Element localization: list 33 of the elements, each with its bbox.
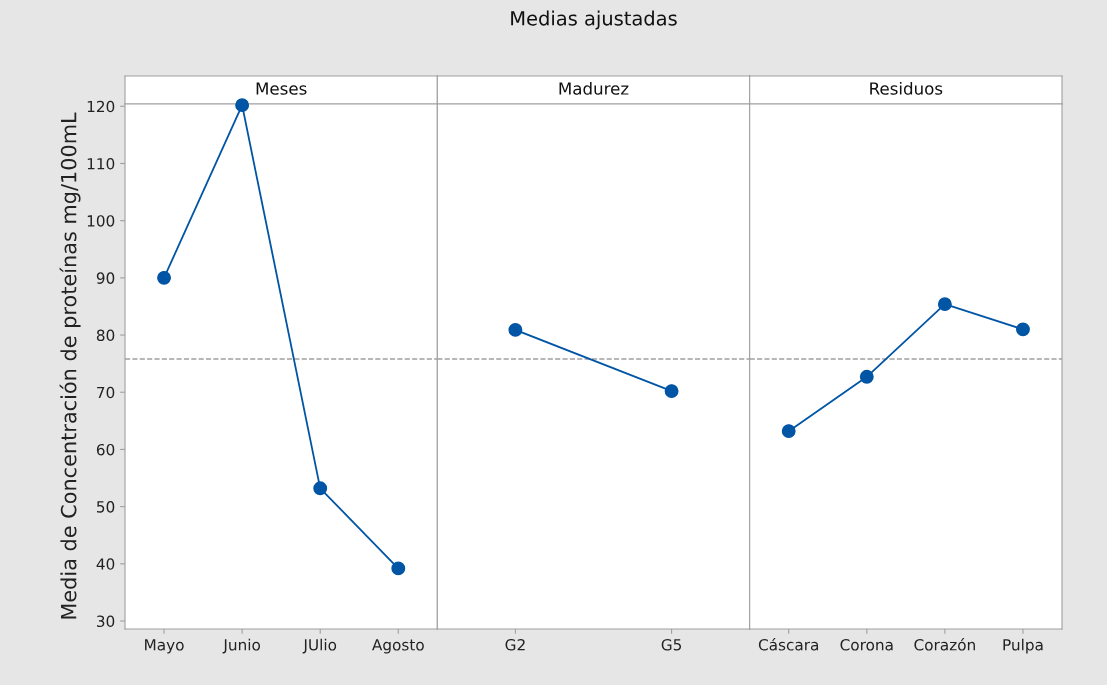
y-tick-label: 120	[87, 100, 115, 113]
point	[157, 270, 171, 285]
chart-subtitle: Residuos	[870, 81, 943, 95]
x-tick-label: Corona	[840, 638, 893, 651]
point	[781, 424, 796, 439]
y-tick-label: 80	[96, 329, 115, 342]
x-tick-label: Junio	[222, 638, 261, 654]
point	[235, 98, 250, 113]
y-tick-label: 30	[97, 615, 115, 628]
chart-title: Medias ajustadas	[511, 10, 677, 30]
point	[313, 481, 328, 496]
y-tick-label: 60	[96, 443, 115, 456]
x-tick-label: G2	[505, 638, 525, 651]
x-tick-label: Mayo	[145, 639, 184, 654]
y-tick-label: 100	[87, 215, 115, 227]
y-tick-label: 70	[97, 386, 115, 399]
point	[391, 561, 406, 576]
point	[1016, 322, 1030, 337]
x-tick-label: G5	[661, 638, 682, 651]
x-tick-label: JUlio	[302, 638, 337, 654]
x-tick-label: Cáscara	[758, 638, 819, 651]
y-tick-label: 40	[96, 558, 115, 570]
point	[937, 297, 952, 312]
point	[859, 369, 874, 384]
x-tick-label: Agosto	[372, 639, 424, 654]
y-tick-label: 50	[97, 501, 115, 513]
y-axis-title: Media de Concentración de proteínas mg/100mL	[59, 112, 81, 619]
y-tick-label: 110	[87, 157, 115, 170]
x-tick-label: Corazón	[914, 638, 975, 651]
x-tick-label: Pulpa	[1003, 638, 1043, 654]
chart-subtitle: Madurez	[559, 81, 629, 95]
y-tick-label: 90	[96, 272, 115, 284]
chart-subtitle: Meses	[256, 82, 307, 95]
